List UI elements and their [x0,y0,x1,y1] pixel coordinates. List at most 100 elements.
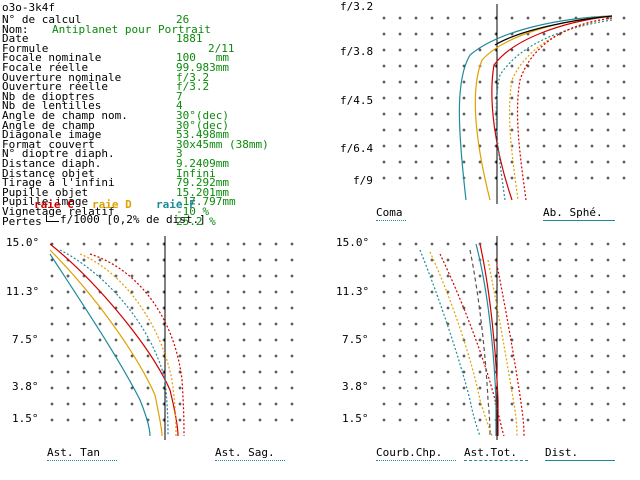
grid-tick [590,80,594,84]
spec-value: 2/11 [208,41,235,55]
grid-tick [558,128,562,132]
grid-tick [446,80,450,84]
grid-tick [146,290,150,294]
grid-tick [462,242,466,246]
grid-tick [382,112,386,116]
grid-tick [590,370,594,374]
grid-tick [446,274,450,278]
tan-curve-d [49,249,163,437]
grid-tick [274,306,278,310]
grid-tick [382,370,386,374]
grid-tick [542,402,546,406]
grid-tick [194,338,198,342]
grid-tick [574,242,578,246]
grid-tick [574,32,578,36]
grid-tick [130,338,134,342]
grid-tick [590,128,594,132]
grid-tick [398,160,402,164]
grid-tick [398,386,402,390]
grid-tick [622,242,626,246]
grid-tick [558,176,562,180]
tan-curve-c [49,243,179,437]
grid-tick [242,258,246,262]
grid-tick [574,402,578,406]
grid-tick [430,64,434,68]
grid-tick [430,128,434,132]
grid-tick [194,370,198,374]
sag-curve-d [79,253,177,437]
grid-tick [382,354,386,358]
grid-tick [574,370,578,374]
grid-tick [622,176,626,180]
grid-tick [526,64,530,68]
grid-tick [66,242,70,246]
grid-tick [82,242,86,246]
underline [215,460,285,461]
grid-tick [558,418,562,422]
spec-label: Pupille image [2,195,89,209]
grid-tick [558,338,562,342]
grid-tick [462,144,466,148]
grid-tick [606,418,610,422]
sag-curve-f [59,249,169,437]
grid-tick [290,370,294,374]
grid-tick [542,176,546,180]
sph-curve-d [508,17,613,201]
grid-tick [66,322,70,326]
grid-tick [526,338,530,342]
grid-tick [178,242,182,246]
grid-tick [210,402,214,406]
grid-tick [526,290,530,294]
grid-tick [114,402,118,406]
grid-tick [258,274,262,278]
spec-label: N° dioptre diaph. [2,147,115,161]
grid-tick [194,386,198,390]
grid-tick [274,322,278,326]
aperture-tick-label: f/3.8 [340,45,374,58]
grid-tick [510,274,514,278]
grid-tick [446,144,450,148]
grid-tick [558,306,562,310]
grid-tick [590,274,594,278]
grid-tick [290,322,294,326]
grid-tick [606,306,610,310]
grid-tick [98,338,102,342]
grid-tick [446,64,450,68]
grid-tick [66,290,70,294]
grid-tick [558,402,562,406]
grid-tick [542,386,546,390]
grid-tick [382,274,386,278]
scale-bar-icon [46,215,59,222]
grid-tick [606,354,610,358]
grid-tick [414,322,418,326]
grid-tick [574,386,578,390]
grid-tick [178,306,182,310]
grid-tick [398,64,402,68]
spec-value: -17.797mm [176,195,236,209]
grid-tick [622,144,626,148]
grid-tick [194,242,198,246]
grid-tick [574,48,578,52]
grid-tick [194,322,198,326]
grid-tick [590,402,594,406]
grid-tick [558,322,562,326]
grid-tick [558,16,562,20]
grid-tick [258,242,262,246]
grid-tick [290,274,294,278]
grid-tick [114,258,118,262]
grid-tick [382,32,386,36]
spec-label: Ouverture nominale [2,70,122,84]
grid-tick [590,386,594,390]
grid-tick [574,418,578,422]
grid-tick [398,32,402,36]
grid-tick [478,112,482,116]
grid-tick [542,354,546,358]
grid-tick [130,354,134,358]
spec-label: Vignetage relatif [2,205,115,218]
grid-tick [590,144,594,148]
grid-tick [478,80,482,84]
grid-tick [414,338,418,342]
field-tick-label: 15.0° [6,236,40,249]
grid-tick [382,128,386,132]
grid-tick [590,242,594,246]
